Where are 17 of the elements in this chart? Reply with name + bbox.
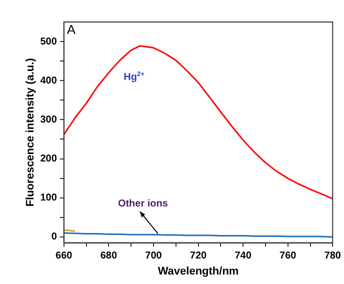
y-axis-title: Fluorescence intensity (a.u.)	[24, 58, 37, 207]
x-tick-label: 700	[145, 250, 162, 262]
y-tick-label: 200	[40, 154, 58, 165]
y-tick-label: 400	[40, 75, 58, 86]
y-tick-label: 300	[40, 114, 58, 126]
y-tick-label: 500	[40, 36, 58, 48]
x-axis-title: Wavelength/nm	[158, 265, 239, 278]
x-tick-label: 780	[324, 250, 342, 262]
y-tick-label: 0	[51, 232, 58, 243]
y-tick-label: 100	[40, 192, 58, 204]
x-tick-label: 720	[190, 250, 208, 262]
x-tick-label: 740	[234, 250, 252, 262]
x-tick-label: 680	[100, 250, 118, 262]
x-tick-label: 660	[56, 250, 73, 262]
annotation: Other ions	[118, 198, 168, 210]
annotation: A	[66, 22, 76, 38]
x-tick-label: 760	[280, 250, 297, 262]
